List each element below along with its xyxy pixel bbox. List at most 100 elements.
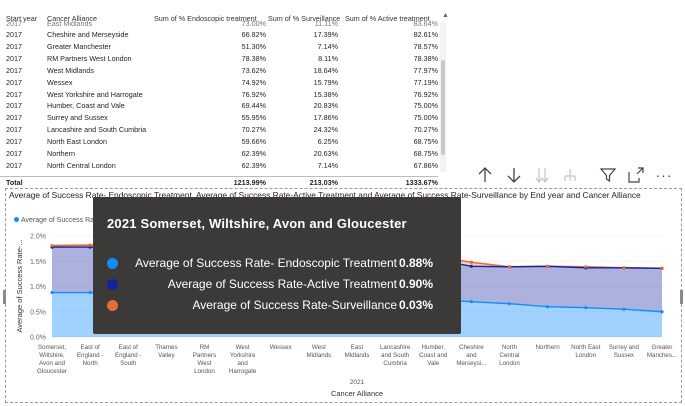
x-category-label: Northern <box>536 344 561 351</box>
data-point-endoscopic <box>546 305 550 309</box>
cell-year: 2017 <box>6 125 22 135</box>
cell-year: 2017 <box>6 77 22 87</box>
table-row[interactable]: 2017 West Yorkshire and Harrogate 76.92% 15… <box>0 89 438 101</box>
x-category-label: Yorkshire <box>230 352 256 359</box>
total-surveillance: 213.03% <box>309 178 338 187</box>
table-row[interactable]: 2017 Surrey and Sussex 55.95% 17.86% 75.00% <box>0 112 438 124</box>
y-tick-label: 0.0% <box>30 335 46 342</box>
header-cancer-alliance[interactable]: Cancer Alliance <box>47 14 97 23</box>
x-category-label: London <box>575 352 596 359</box>
x-group-label: 2021 <box>350 379 365 386</box>
tooltip-label: Average of Success Rate-Surveillance <box>192 298 397 312</box>
cell-endoscopic: 66.82% <box>241 30 266 39</box>
cell-year: 2017 <box>6 89 22 99</box>
cell-year: 2017 <box>6 21 22 28</box>
x-category-label: Cheshire <box>459 344 484 351</box>
data-point-surveillance <box>660 266 664 270</box>
table-row[interactable]: 2017 North Central London 62.39% 7.14% 67.86… <box>0 160 438 172</box>
x-category-label: Wiltshire, <box>39 352 65 359</box>
x-category-label: Greater <box>652 344 673 351</box>
double-arrow-down-icon[interactable] <box>533 166 551 184</box>
cell-active: 77.97% <box>413 65 438 75</box>
y-axis-title: Average of Success Rate-... <box>15 239 24 332</box>
y-tick-label: 2.0% <box>30 234 46 241</box>
resize-handle <box>680 290 683 304</box>
table-row[interactable]: 2017 Northern 62.39% 20.63% 68.75% <box>0 148 438 160</box>
expand-hierarchy-icon[interactable] <box>561 166 579 184</box>
more-options-icon[interactable]: ··· <box>655 167 673 183</box>
table-scrollbar-thumb[interactable] <box>441 60 445 155</box>
cell-alliance: Northern <box>47 149 75 158</box>
header-surveillance[interactable]: Sum of % Surveillance <box>268 14 341 23</box>
x-category-label: Cumbria <box>383 360 407 367</box>
table-row[interactable]: 2017 West Midlands 73.62% 18.64% 77.97% <box>0 65 438 77</box>
cell-year: 2017 <box>6 113 22 123</box>
x-category-label: West <box>312 344 326 351</box>
header-endoscopic[interactable]: Sum of % Endoscopic treatment <box>154 14 257 23</box>
table-row[interactable]: 2017 North East London 59.66% 6.25% 68.75% <box>0 136 438 148</box>
data-point-surveillance <box>50 243 54 248</box>
y-tick-label: 1.0% <box>30 284 46 291</box>
cell-active: 78.57% <box>413 41 438 51</box>
cell-active: 83.64% <box>413 21 438 28</box>
cell-surveillance: 7.14% <box>317 41 338 51</box>
table-row[interactable]: 2017 RM Partners West London 78.38% 8.11% 78… <box>0 53 438 65</box>
cell-year: 2017 <box>6 41 22 51</box>
table-row[interactable]: 2017 Greater Manchester 51.30% 7.14% 78.57% <box>0 41 438 53</box>
x-category-label: England - <box>115 352 142 359</box>
x-category-label: England - <box>77 352 104 359</box>
filter-icon[interactable] <box>599 166 617 184</box>
data-point-endoscopic <box>660 310 664 314</box>
cell-year: 2017 <box>6 101 22 111</box>
focus-mode-icon[interactable] <box>627 166 645 184</box>
cell-year: 2017 <box>6 65 22 75</box>
x-category-label: Manches... <box>647 352 678 359</box>
cell-alliance: Surrey and Sussex <box>47 113 108 123</box>
arrow-up-icon[interactable] <box>476 166 494 184</box>
x-category-label: Somerset, <box>38 344 66 351</box>
cell-year: 2017 <box>6 30 22 39</box>
x-category-label: Midlands <box>345 352 370 359</box>
cell-surveillance: 15.38% <box>313 89 338 99</box>
table-row[interactable]: 2017 Humber, Coast and Vale 69.44% 20.83% 75… <box>0 100 438 112</box>
cell-active: 68.75% <box>413 137 438 147</box>
cell-active: 78.38% <box>413 53 438 63</box>
cell-surveillance: 17.39% <box>313 30 338 39</box>
cell-alliance: East Midlands <box>47 21 93 28</box>
table-row[interactable]: 2017 Cheshire and Merseyside 66.82% 17.39% 8… <box>0 29 438 41</box>
data-point-endoscopic <box>507 302 512 306</box>
data-point-surveillance <box>546 264 550 268</box>
cell-alliance: RM Partners West London <box>47 53 132 63</box>
cell-active: 75.00% <box>413 113 438 123</box>
x-category-label: Partners <box>193 352 216 359</box>
chart-legend[interactable]: Average of Success Ra... <box>14 217 100 224</box>
tooltip-title: 2021 Somerset, Wiltshire, Avon and Glouc… <box>107 216 407 231</box>
total-active: 1333.67% <box>405 178 438 187</box>
data-point-endoscopic <box>584 306 588 310</box>
header-start-year[interactable]: Start year <box>6 14 38 23</box>
data-point-endoscopic <box>88 290 92 295</box>
table-row[interactable]: 2017 Lancashire and South Cumbria 70.27% 24… <box>0 124 438 136</box>
header-active[interactable]: Sum of % Active treatment <box>345 14 430 23</box>
tooltip-dot-icon <box>107 258 118 269</box>
x-category-label: East <box>351 344 364 351</box>
table-row[interactable]: 2017 Wessex 74.92% 15.79% 77.19% <box>0 77 438 89</box>
y-tick-label: 0.5% <box>30 309 46 316</box>
y-tick-label: 1.5% <box>30 259 46 266</box>
x-category-label: Sussex <box>614 352 635 359</box>
cell-active: 82.61% <box>413 30 438 39</box>
arrow-down-icon[interactable] <box>505 166 523 184</box>
x-category-label: Lancashire <box>380 344 411 351</box>
sort-ascending-icon[interactable]: ▲ <box>442 12 449 19</box>
x-category-label: South <box>120 360 137 367</box>
table-visual[interactable]: Start year Cancer Alliance Sum of % Endo… <box>0 0 455 190</box>
resize-handle <box>3 290 6 304</box>
x-category-label: Coast and <box>419 352 448 359</box>
tooltip-label: Average of Success Rate-Active Treatment <box>167 277 397 291</box>
cell-endoscopic: 76.92% <box>241 89 266 99</box>
data-point-surveillance <box>507 265 512 269</box>
cell-active: 75.00% <box>413 101 438 111</box>
cell-alliance: Humber, Coast and Vale <box>47 101 125 111</box>
cell-active: 67.86% <box>413 160 438 170</box>
total-label: Total <box>6 178 23 187</box>
